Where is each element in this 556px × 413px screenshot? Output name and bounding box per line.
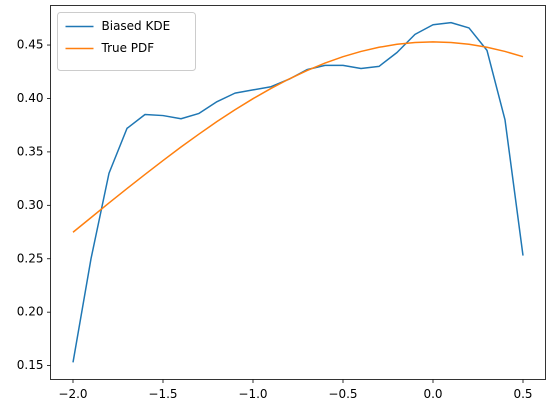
- x-tick-label: −1.0: [238, 387, 267, 401]
- y-tick-label: 0.45: [17, 38, 44, 52]
- y-tick-label: 0.15: [17, 358, 44, 372]
- x-tick-label: 0.0: [423, 387, 442, 401]
- line-series: [72, 41, 524, 233]
- y-tick-label: 0.30: [17, 198, 44, 212]
- x-tick-label: −2.0: [58, 387, 87, 401]
- y-tick-label: 0.25: [17, 251, 44, 265]
- legend: Biased KDE True PDF: [57, 12, 196, 71]
- axes-frame: [50, 5, 546, 380]
- y-tick-label: 0.20: [17, 305, 44, 319]
- y-tick-label: 0.40: [17, 91, 44, 105]
- x-tick-label: −1.5: [148, 387, 177, 401]
- legend-label: True PDF: [101, 41, 155, 55]
- legend-label: Biased KDE: [102, 19, 171, 33]
- x-tick-label: 0.5: [513, 387, 532, 401]
- x-tick-label: −0.5: [328, 387, 357, 401]
- y-tick-label: 0.35: [17, 144, 44, 158]
- line-series: [72, 21, 524, 363]
